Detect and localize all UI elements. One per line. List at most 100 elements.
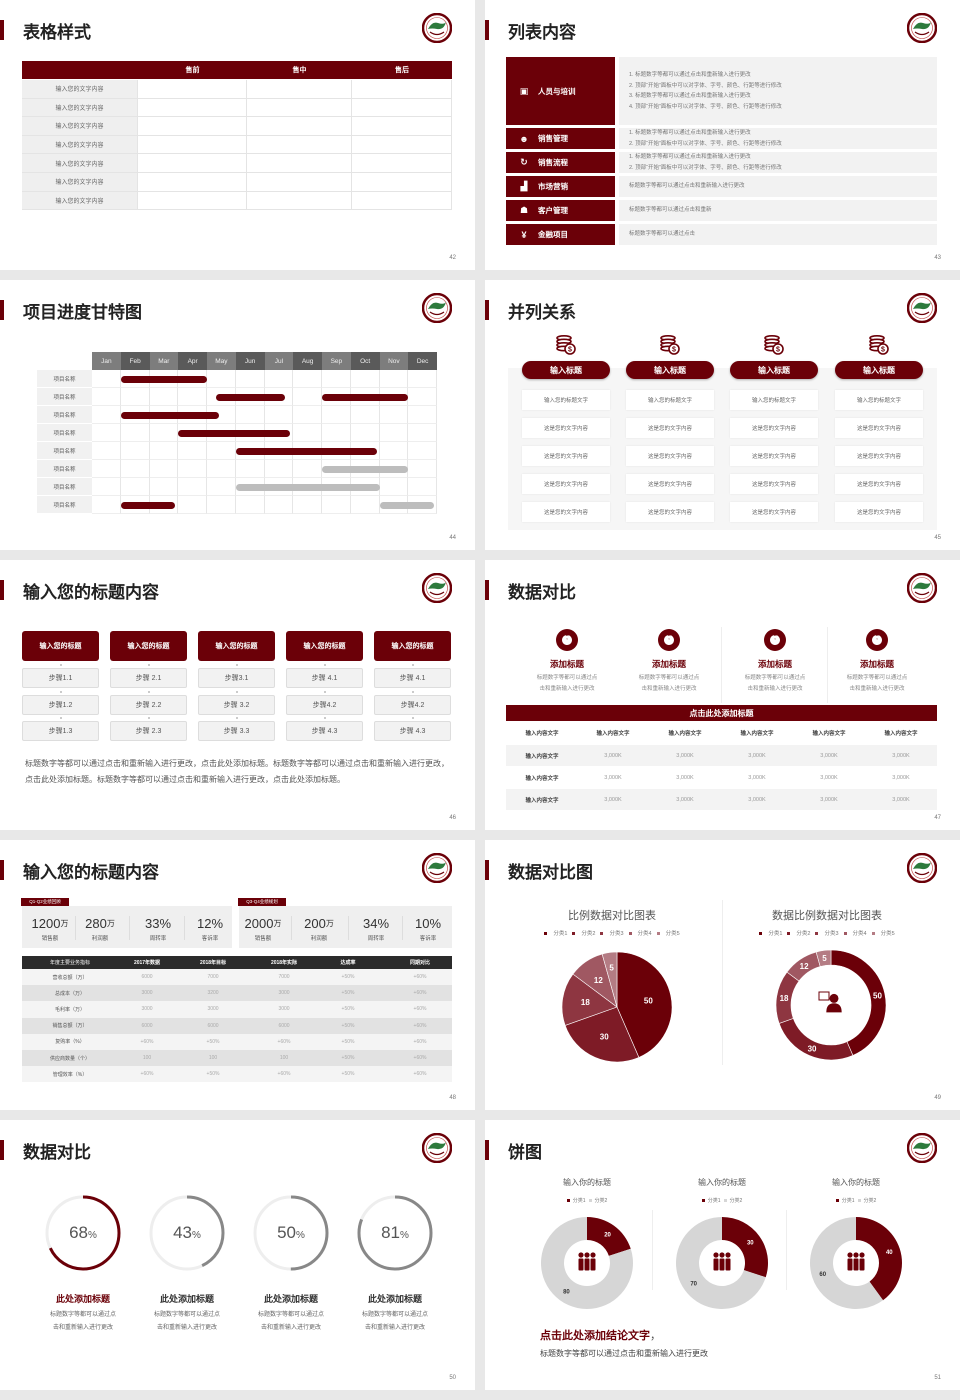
body xyxy=(713,1258,719,1271)
gantt-grid-cell xyxy=(149,478,179,496)
list-item-header[interactable]: ↻ 销售流程 xyxy=(506,152,615,173)
table-cell[interactable] xyxy=(138,117,247,136)
gantt-bar[interactable] xyxy=(235,483,380,491)
table-header-cell: 售前 xyxy=(138,61,247,79)
table-cell: +50% xyxy=(206,1038,220,1045)
table-cell[interactable] xyxy=(247,117,352,136)
table-cell[interactable] xyxy=(138,98,247,118)
gantt-bar[interactable] xyxy=(120,375,207,383)
feature-title: 添加标题 xyxy=(757,659,792,669)
step-column-header[interactable]: 输入您的标题 xyxy=(374,631,451,661)
table-cell[interactable] xyxy=(247,191,352,211)
column-header-pill[interactable]: 输入标题 xyxy=(730,361,818,379)
table-cell[interactable] xyxy=(352,80,452,99)
table-cell: +60% xyxy=(413,974,427,981)
step-box[interactable]: 步骤 4.3 xyxy=(374,721,451,741)
gantt-bar[interactable] xyxy=(215,393,285,401)
table-cell: +60% xyxy=(140,1071,154,1078)
table-cell[interactable] xyxy=(138,135,247,155)
gantt-bar[interactable] xyxy=(235,447,377,455)
list-item-header[interactable]: ☻ 销售管理 xyxy=(506,128,615,149)
table-cell[interactable] xyxy=(352,173,452,192)
step-box[interactable]: 步骤1.3 xyxy=(22,721,99,741)
table-cell[interactable] xyxy=(247,173,352,192)
column-header-pill[interactable]: 输入标题 xyxy=(626,361,714,379)
slide-44[interactable]: 项目进度甘特图 Jan Feb Mar Apr May Jun Jul Aug Sep Oct Nov… xyxy=(0,280,475,550)
ring-title: 此处添加标题 xyxy=(55,1293,110,1304)
gantt-grid-cell xyxy=(379,370,409,388)
gantt-month-header: Apr xyxy=(178,352,207,370)
pie-chart-icon xyxy=(866,629,888,651)
step-column-header[interactable]: 输入您的标题 xyxy=(110,631,187,661)
step-box[interactable]: 步骤 4.1 xyxy=(286,668,363,688)
gantt-grid-cell xyxy=(92,478,121,496)
column-row: 这是您的文字内容 xyxy=(835,446,923,466)
table-cell[interactable] xyxy=(138,154,247,173)
step-box[interactable]: 步骤4.2 xyxy=(286,695,363,715)
step-box[interactable]: 步骤1.2 xyxy=(22,695,99,715)
slide-42[interactable]: 表格样式 售前 售中 售后 输入您的文字内容 输入您的文字内容 输入您的文字内容 输入您的文字… xyxy=(0,0,475,270)
step-box[interactable]: 步骤 2.1 xyxy=(110,668,187,688)
slide-51[interactable]: 饼图 输入你的标题 分类1 分类2 20 80 输入你的标题 分类1 分类2 30 70 输入你的标题… xyxy=(485,1120,960,1390)
table-cell[interactable] xyxy=(352,117,452,136)
step-column-header[interactable]: 输入您的标题 xyxy=(198,631,275,661)
legend-marker xyxy=(815,931,819,935)
ring-unit: % xyxy=(296,1229,305,1241)
gantt-bar[interactable] xyxy=(322,393,409,401)
ring-progress xyxy=(357,1195,433,1271)
title-accent-bar xyxy=(0,300,4,320)
slide-45[interactable]: 并列关系 $ 输入标题 输入您的标题文字 这是您的文字内容 这是您的文字内容 这是您的文字内… xyxy=(485,280,960,550)
table-cell: 3000 xyxy=(141,1006,153,1013)
gantt-bar[interactable] xyxy=(379,501,435,509)
logo-base xyxy=(914,871,930,876)
table-cell[interactable] xyxy=(352,191,452,211)
step-box[interactable]: 步骤 4.1 xyxy=(374,668,451,688)
gantt-bar[interactable] xyxy=(322,465,409,473)
kpi-value: 2000 万 xyxy=(237,915,289,931)
table-cell[interactable] xyxy=(352,135,452,155)
legend-marker xyxy=(566,1198,570,1202)
step-box[interactable]: 步骤1.1 xyxy=(22,668,99,688)
table-cell[interactable] xyxy=(352,98,452,118)
table-cell[interactable] xyxy=(138,191,247,211)
gantt-bar[interactable] xyxy=(120,501,176,509)
table-cell[interactable] xyxy=(138,173,247,192)
slide-43[interactable]: 列表内容 ▣ 人员与培训 1. 标题数字等都可以通过点击和重新输入进行更改 2. 顶部“… xyxy=(485,0,960,270)
step-box[interactable]: 步骤 4.3 xyxy=(286,721,363,741)
list-item-header[interactable]: ☗ 客户管理 xyxy=(506,200,615,221)
slide-47[interactable]: 数据对比 添加标题 标题数字等都可以通过点 击和重新输入进行更改 添加标题 标题数字等都可… xyxy=(485,560,960,830)
list-item-header[interactable]: ▟ 市场营销 xyxy=(506,176,615,197)
ring-desc: 击和重新输入进行更改 xyxy=(156,1325,217,1331)
slide-48[interactable]: 输入您的标题内容 Q1-Q2业绩回顾 1200 万销售额 280 万利润额 33% 周转率 12… xyxy=(0,840,475,1110)
step-box[interactable]: 步骤 3.2 xyxy=(198,695,275,715)
table-cell: +50% xyxy=(206,1071,220,1078)
ring-unit: % xyxy=(400,1229,409,1241)
step-box[interactable]: 步骤3.1 xyxy=(198,668,275,688)
step-column-header[interactable]: 输入您的标题 xyxy=(22,631,99,661)
slide-49[interactable]: 数据对比图 比例数据对比图表 分类1 分类2 分类3 分类4 分类5 50 30 18 12 5 数据比… xyxy=(485,840,960,1110)
table-cell[interactable] xyxy=(247,135,352,155)
list-item-header[interactable]: ▣ 人员与培训 xyxy=(506,57,615,125)
step-column-header[interactable]: 输入您的标题 xyxy=(286,631,363,661)
gantt-bar[interactable] xyxy=(178,429,291,437)
slide-46[interactable]: 输入您的标题内容 输入您的标题 步骤1.1 步骤1.2 步骤1.3 输入您的标题 步骤 2.… xyxy=(0,560,475,830)
step-box[interactable]: 步骤 2.3 xyxy=(110,721,187,741)
table-cell[interactable] xyxy=(247,98,352,118)
kpi-unit: 万 xyxy=(60,918,69,928)
table-cell[interactable] xyxy=(352,154,452,173)
table-cell[interactable] xyxy=(247,154,352,173)
table-header-cell: 输入内容文字 xyxy=(525,731,559,737)
column-header-pill[interactable]: 输入标题 xyxy=(522,361,610,379)
slide-50[interactable]: 数据对比 68% 此处添加标题 标题数字等都可以通过点 击和重新输入进行更改 43% 此处添… xyxy=(0,1120,475,1390)
ring-unit: % xyxy=(192,1229,201,1241)
list-item-header[interactable]: ¥ 金融项目 xyxy=(506,224,615,245)
gantt-bar[interactable] xyxy=(120,411,219,419)
step-box[interactable]: 步骤4.2 xyxy=(374,695,451,715)
step-box[interactable]: 步骤 2.2 xyxy=(110,695,187,715)
slide-title: 数据对比图 xyxy=(508,863,593,882)
ring-title: 此处添加标题 xyxy=(263,1293,318,1304)
step-box[interactable]: 步骤 3.3 xyxy=(198,721,275,741)
table-cell[interactable] xyxy=(138,80,247,99)
table-cell[interactable] xyxy=(247,80,352,99)
column-header-pill[interactable]: 输入标题 xyxy=(835,361,923,379)
